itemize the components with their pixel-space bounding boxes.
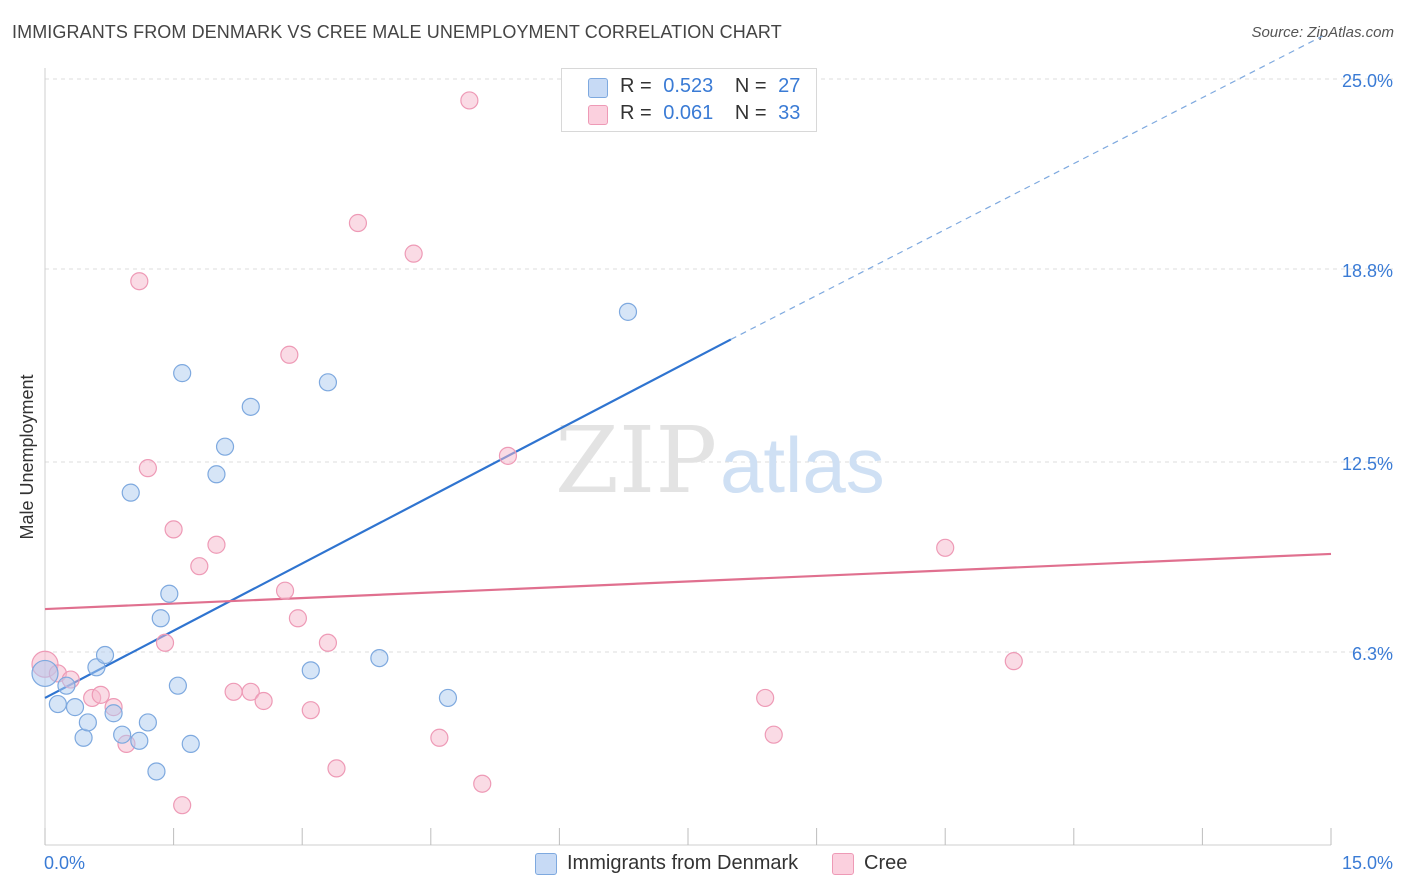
watermark-atlas: atlas bbox=[720, 421, 885, 509]
y-tick-label: 25.0% bbox=[1342, 71, 1393, 91]
point-cree bbox=[138, 459, 157, 478]
watermark: ZIP atlas bbox=[555, 407, 885, 514]
point-cree bbox=[173, 796, 192, 815]
point-denmark bbox=[160, 584, 179, 603]
bottom-swatch-cree bbox=[832, 853, 854, 875]
point-cree bbox=[280, 345, 299, 364]
tick-labels: 6.3% 12.5% 18.8% 25.0% 0.0% 15.0% bbox=[44, 71, 1393, 873]
point-cree bbox=[936, 538, 955, 557]
point-denmark bbox=[151, 609, 170, 628]
point-cree bbox=[348, 213, 368, 233]
y-axis-label: Male Unemployment bbox=[17, 374, 37, 539]
point-denmark bbox=[138, 713, 157, 732]
legend-swatch-denmark bbox=[588, 78, 608, 98]
point-cree bbox=[241, 682, 260, 701]
point-denmark bbox=[318, 373, 338, 392]
point-denmark bbox=[95, 645, 115, 665]
data-points bbox=[31, 91, 1023, 815]
point-cree bbox=[473, 774, 492, 793]
point-cree bbox=[301, 701, 320, 720]
point-cree bbox=[155, 633, 175, 652]
point-cree bbox=[190, 557, 209, 576]
point-cree bbox=[254, 691, 273, 711]
trend-line-denmark-extension bbox=[730, 35, 1323, 340]
point-cree bbox=[91, 685, 110, 704]
watermark-zip: ZIP bbox=[555, 407, 717, 514]
point-denmark bbox=[104, 704, 123, 723]
point-denmark bbox=[130, 731, 149, 750]
point-cree bbox=[498, 446, 518, 465]
point-denmark bbox=[74, 728, 93, 747]
point-denmark bbox=[438, 688, 458, 708]
point-cree bbox=[275, 581, 295, 600]
trend-line-cree bbox=[44, 552, 1332, 611]
trend-lines bbox=[44, 35, 1332, 699]
legend-n-label: N = bbox=[734, 75, 767, 97]
legend-r-value-cree: 0.061 bbox=[663, 102, 714, 124]
point-denmark bbox=[181, 734, 200, 753]
point-cree bbox=[764, 725, 783, 744]
point-denmark bbox=[65, 698, 85, 717]
point-cree bbox=[327, 759, 346, 778]
point-denmark bbox=[121, 483, 140, 502]
point-cree bbox=[130, 272, 149, 291]
legend-r-label: R = bbox=[620, 102, 652, 124]
point-denmark bbox=[215, 437, 235, 456]
legend-r-label: R = bbox=[620, 75, 652, 97]
bottom-legend-label-denmark: Immigrants from Denmark bbox=[567, 852, 799, 874]
point-cree bbox=[318, 633, 338, 652]
point-denmark bbox=[301, 661, 320, 680]
x-tick-label-max: 15.0% bbox=[1342, 853, 1393, 873]
y-tick-label: 6.3% bbox=[1352, 644, 1393, 664]
axes bbox=[44, 68, 1332, 846]
point-denmark bbox=[168, 676, 187, 695]
point-denmark bbox=[370, 648, 389, 668]
point-cree bbox=[404, 244, 423, 263]
point-cree bbox=[164, 520, 183, 539]
point-denmark bbox=[113, 725, 132, 744]
y-tick-label: 18.8% bbox=[1342, 261, 1393, 281]
point-cree bbox=[756, 688, 775, 708]
legend-n-label: N = bbox=[734, 102, 767, 124]
point-denmark bbox=[241, 397, 260, 416]
correlation-legend: R = 0.523 N = 27 R = 0.061 N = 33 bbox=[561, 68, 817, 132]
point-cree bbox=[430, 728, 449, 747]
point-denmark bbox=[57, 676, 76, 695]
source-credit: Source: ZipAtlas.com bbox=[1251, 24, 1394, 41]
trend-line-denmark bbox=[44, 338, 732, 699]
point-cree bbox=[224, 682, 243, 701]
legend-n-value-cree: 33 bbox=[778, 102, 801, 124]
gridlines bbox=[45, 78, 1395, 653]
legend-n-value-denmark: 27 bbox=[778, 75, 801, 97]
point-cree bbox=[1004, 652, 1023, 671]
point-denmark bbox=[78, 713, 97, 732]
legend-r-value-denmark: 0.523 bbox=[663, 75, 714, 97]
point-denmark bbox=[173, 364, 192, 383]
point-cree bbox=[288, 609, 308, 628]
legend-swatch-cree bbox=[588, 105, 608, 125]
bottom-swatch-denmark bbox=[535, 853, 557, 875]
point-denmark bbox=[147, 762, 166, 781]
y-tick-label: 12.5% bbox=[1342, 454, 1393, 474]
bottom-legend-label-cree: Cree bbox=[864, 852, 908, 874]
point-cree bbox=[207, 535, 226, 554]
point-denmark bbox=[618, 302, 638, 321]
point-denmark bbox=[31, 659, 59, 688]
point-denmark bbox=[207, 465, 226, 484]
point-denmark bbox=[48, 694, 67, 714]
x-tick-label-min: 0.0% bbox=[44, 853, 85, 873]
chart-title: IMMIGRANTS FROM DENMARK VS CREE MALE UNE… bbox=[12, 22, 782, 42]
point-cree bbox=[460, 91, 479, 110]
